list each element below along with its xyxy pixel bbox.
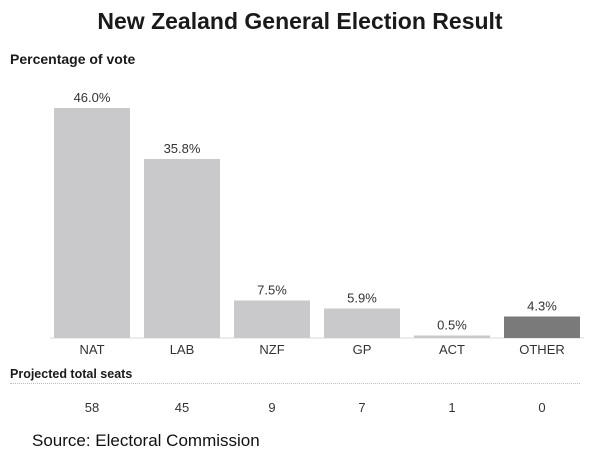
category-label-nzf: NZF: [259, 342, 284, 357]
seats-value-gp: 7: [358, 400, 366, 415]
chart-subtitle: Percentage of vote: [10, 51, 136, 67]
value-label-other: 4.3%: [527, 299, 557, 314]
value-label-lab: 35.8%: [164, 141, 201, 156]
value-label-act: 0.5%: [437, 318, 467, 333]
bar-act: [414, 335, 490, 338]
seats-divider: [10, 383, 580, 384]
seats-value-lab: 45: [174, 400, 190, 415]
category-label-nat: NAT: [79, 342, 104, 357]
seats-row: 58 45 9 7 1 0: [0, 400, 600, 420]
bar-nzf: [234, 300, 310, 338]
bar-nat: [54, 108, 130, 338]
category-label-act: ACT: [439, 342, 465, 357]
seats-value-act: 1: [448, 400, 456, 415]
source-note: Source: Electoral Commission: [32, 431, 260, 450]
category-label-lab: LAB: [170, 342, 195, 357]
seats-value-nat: 58: [84, 400, 100, 415]
value-label-gp: 5.9%: [347, 291, 377, 306]
category-label-gp: GP: [353, 342, 372, 357]
bar-lab: [144, 159, 220, 338]
seats-heading: Projected total seats: [10, 367, 133, 381]
seats-value-other: 0: [538, 400, 546, 415]
category-label-other: OTHER: [519, 342, 565, 357]
bar-chart-plot: 46.0% NAT 35.8% LAB 7.5% NZF 5.9% GP 0.5% ACT 4.3%…: [50, 90, 584, 357]
bar-gp: [324, 308, 400, 338]
chart-title: New Zealand General Election Result: [97, 8, 503, 34]
bar-other: [504, 316, 580, 338]
value-label-nat: 46.0%: [74, 90, 111, 105]
seats-value-nzf: 9: [268, 400, 276, 415]
value-label-nzf: 7.5%: [257, 283, 287, 298]
